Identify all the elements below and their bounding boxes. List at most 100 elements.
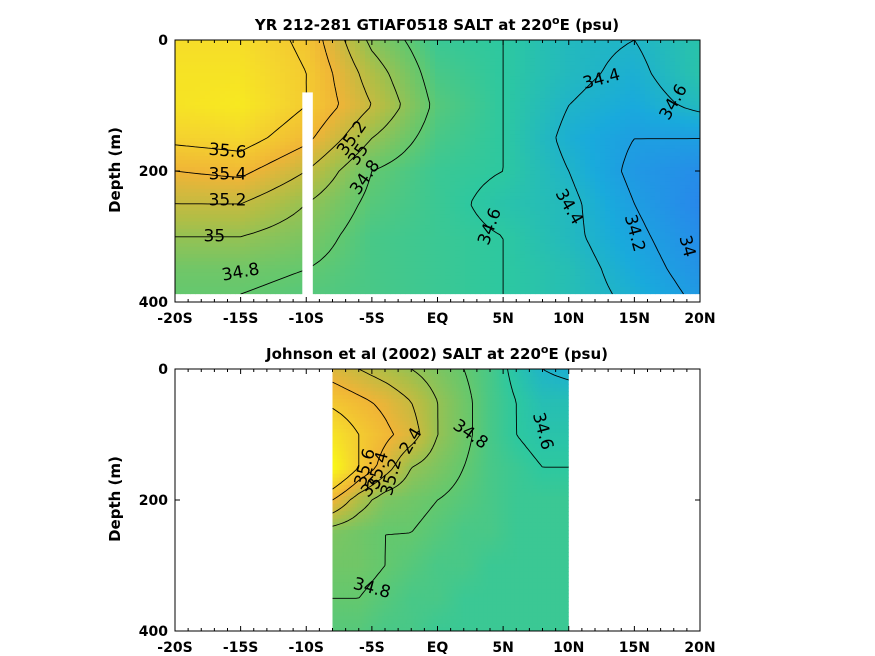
salinity-cell <box>375 181 381 186</box>
salinity-cell <box>480 159 486 165</box>
salinity-cell <box>550 138 556 143</box>
salinity-cell <box>370 170 376 175</box>
salinity-cell <box>555 174 561 179</box>
salinity-cell <box>435 79 441 85</box>
salinity-cell <box>440 141 446 146</box>
salinity-cell <box>545 127 551 132</box>
salinity-cell <box>200 163 206 168</box>
salinity-cell <box>500 185 506 190</box>
salinity-cell <box>660 203 666 208</box>
salinity-cell <box>585 181 591 186</box>
salinity-cell <box>175 170 181 175</box>
salinity-cell <box>190 152 196 157</box>
salinity-cell <box>570 203 576 208</box>
salinity-cell <box>290 79 296 85</box>
salinity-cell <box>515 119 521 125</box>
salinity-cell <box>575 138 581 143</box>
salinity-cell <box>235 174 241 179</box>
salinity-cell <box>180 105 186 110</box>
salinity-cell <box>620 90 626 96</box>
salinity-cell <box>590 141 596 146</box>
salinity-cell <box>560 79 566 85</box>
salinity-cell <box>185 105 191 110</box>
salinity-cell <box>420 207 426 212</box>
salinity-cell <box>230 101 236 106</box>
salinity-cell <box>240 196 246 201</box>
salinity-cell <box>390 152 396 157</box>
salinity-cell <box>430 43 436 48</box>
salinity-cell <box>180 79 186 85</box>
salinity-cell <box>495 127 501 132</box>
salinity-cell <box>370 177 376 183</box>
salinity-cell <box>620 145 626 150</box>
salinity-cell <box>180 159 186 165</box>
salinity-cell <box>270 101 276 106</box>
salinity-cell <box>575 152 581 157</box>
salinity-cell <box>625 119 631 125</box>
salinity-cell <box>610 94 616 99</box>
salinity-cell <box>675 72 681 77</box>
salinity-cell <box>680 156 686 161</box>
salinity-cell <box>360 181 366 186</box>
salinity-cell <box>260 185 266 190</box>
salinity-cell <box>275 58 281 63</box>
salinity-cell <box>445 123 451 128</box>
salinity-cell <box>625 47 631 52</box>
salinity-cell <box>460 167 466 172</box>
salinity-cell <box>615 119 621 125</box>
salinity-cell <box>290 116 296 121</box>
salinity-cell <box>400 134 406 139</box>
salinity-cell <box>520 40 526 45</box>
salinity-cell <box>490 50 496 56</box>
salinity-cell <box>435 47 441 52</box>
salinity-cell <box>420 69 426 74</box>
salinity-cell <box>240 127 246 132</box>
salinity-cell <box>270 207 276 212</box>
salinity-cell <box>610 40 616 45</box>
salinity-cell <box>495 196 501 201</box>
salinity-cell <box>175 61 181 67</box>
salinity-cell <box>695 69 700 74</box>
salinity-cell <box>405 127 411 132</box>
salinity-cell <box>550 116 556 121</box>
salinity-cell <box>360 134 366 139</box>
salinity-cell <box>475 141 481 146</box>
salinity-cell <box>330 112 336 117</box>
salinity-cell <box>525 105 531 110</box>
salinity-cell <box>350 177 356 183</box>
salinity-cell <box>425 127 431 132</box>
salinity-cell <box>235 47 241 52</box>
salinity-cell <box>340 43 346 48</box>
salinity-cell <box>465 108 471 114</box>
salinity-cell <box>455 69 461 74</box>
salinity-cell <box>570 156 576 161</box>
salinity-cell <box>410 170 416 175</box>
salinity-cell <box>620 188 626 194</box>
salinity-cell <box>540 138 546 143</box>
salinity-cell <box>390 170 396 175</box>
salinity-cell <box>470 123 476 128</box>
salinity-cell <box>555 105 561 110</box>
salinity-cell <box>515 54 521 59</box>
salinity-cell <box>260 101 266 106</box>
salinity-cell <box>670 61 676 67</box>
salinity-cell <box>650 65 656 70</box>
salinity-cell <box>640 72 646 77</box>
salinity-cell <box>250 156 256 161</box>
salinity-cell <box>440 152 446 157</box>
salinity-cell <box>235 54 241 59</box>
salinity-cell <box>545 65 551 70</box>
salinity-cell <box>595 43 601 48</box>
salinity-cell <box>525 119 531 125</box>
salinity-cell <box>650 94 656 99</box>
salinity-cell <box>590 69 596 74</box>
salinity-cell <box>375 188 381 194</box>
salinity-cell <box>600 163 606 168</box>
salinity-cell <box>430 203 436 208</box>
salinity-cell <box>390 145 396 150</box>
salinity-cell <box>550 152 556 157</box>
salinity-cell <box>280 72 286 77</box>
salinity-cell <box>695 94 700 99</box>
salinity-cell <box>405 47 411 52</box>
salinity-cell <box>330 105 336 110</box>
